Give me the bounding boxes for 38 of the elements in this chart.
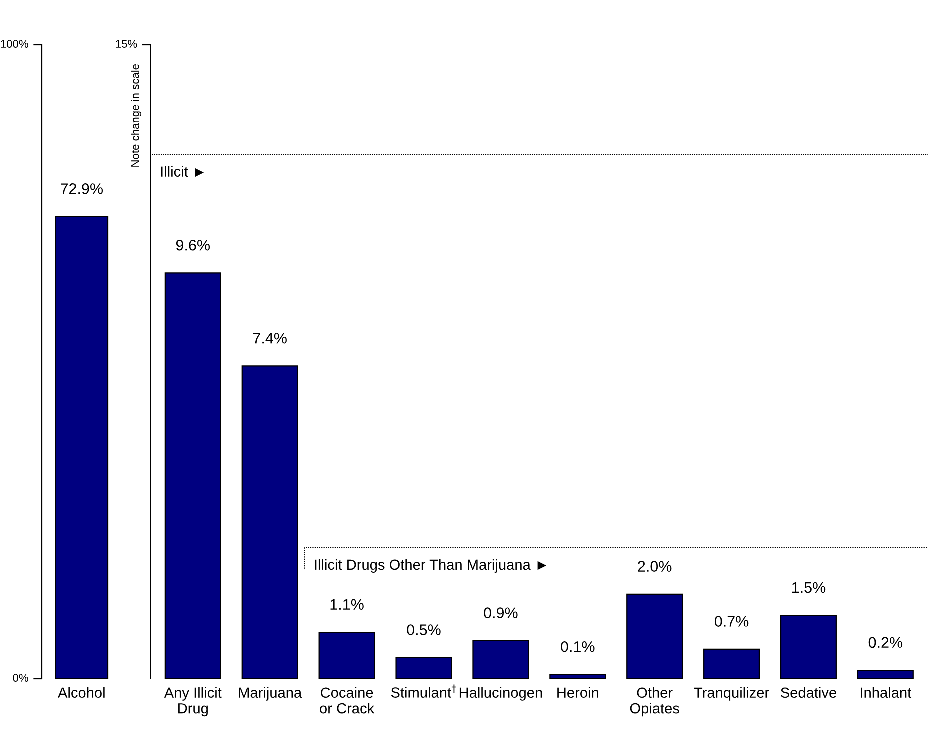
x-tick-label: Tranquilizer [694,687,770,701]
bar [242,366,298,679]
x-tick-label: Hallucinogen [460,687,542,701]
bar [318,632,376,679]
y-tick-label: 15% [116,40,138,48]
data-label: 1.5% [792,582,826,594]
y-tick-label: 0% [13,674,28,682]
x-tick-label: Inhalant [861,687,912,698]
x-tick-label: Sedative [781,687,836,698]
x-tick-label: Heroin [558,687,598,698]
data-label: 1.1% [330,599,364,610]
bar [396,657,452,679]
bar [780,615,837,679]
data-label: 0.7% [714,616,749,627]
bar [626,594,684,679]
ref-line-label: Illicit ► [161,166,204,178]
x-tick-label: Other Opiates [630,687,680,717]
data-label: 72.9% [61,184,104,194]
x-tick-label: Stimulant$^{†}$ [391,684,456,698]
data-label: 0.9% [484,608,518,618]
data-label: 0.2% [868,637,903,648]
bar [704,648,760,679]
y-tick-label: 100% [1,40,28,48]
bar [857,670,914,679]
data-label: 7.4% [253,333,287,344]
data-label: 9.6% [176,240,210,251]
x-tick-label: Alcohol [58,687,105,698]
data-label: 0.5% [407,624,441,636]
y-axis-title: Note change in scale [131,64,142,167]
bar [550,674,606,679]
x-tick-label: Marijuana [239,687,302,701]
data-label: 2.0% [638,561,672,572]
x-tick-label: Cocaine or Crack [320,687,375,714]
ref-line-label: Illicit Drugs Other Than Marijuana ► [315,559,547,573]
bar [164,272,222,679]
data-label: 0.1% [561,641,595,652]
x-tick-label: Any Illicit Drug [164,687,222,717]
bar [472,640,530,679]
